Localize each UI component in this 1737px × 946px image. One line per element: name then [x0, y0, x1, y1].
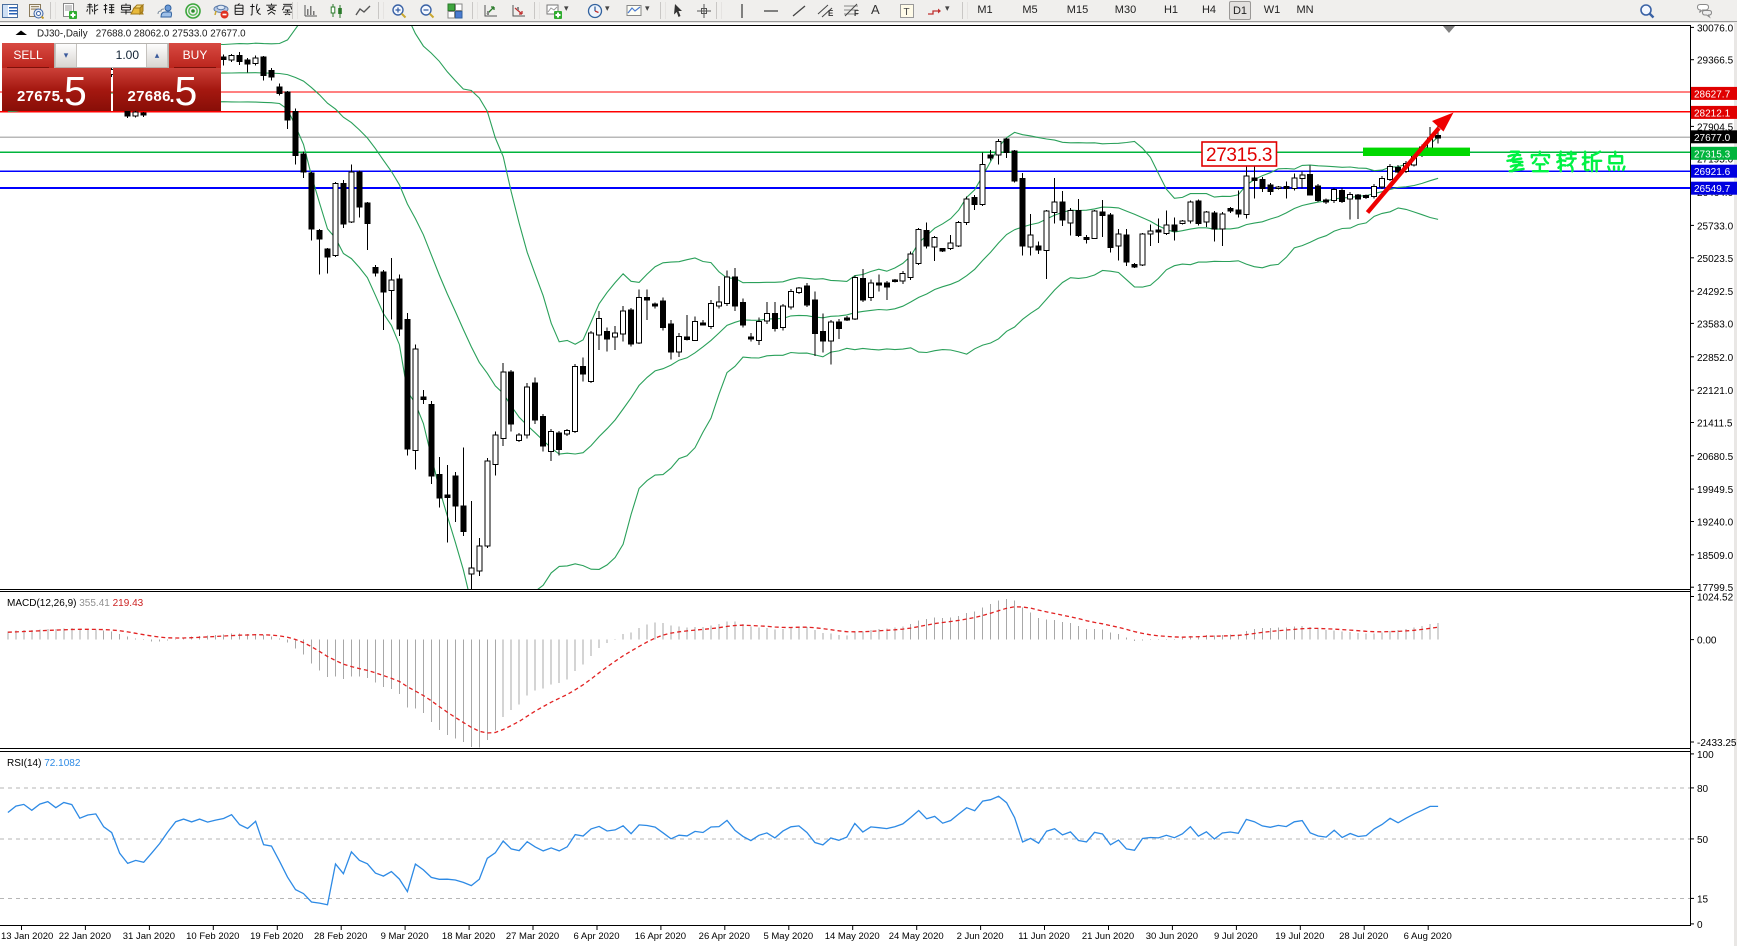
svg-text:24292.5: 24292.5: [1697, 287, 1734, 298]
svg-text:5 May 2020: 5 May 2020: [763, 931, 813, 942]
svg-text:27315.3: 27315.3: [1694, 149, 1731, 160]
svg-text:28627.7: 28627.7: [1694, 89, 1731, 100]
svg-text:25733.0: 25733.0: [1697, 221, 1734, 232]
svg-text:80: 80: [1697, 784, 1709, 795]
svg-text:21 Jun 2020: 21 Jun 2020: [1082, 931, 1134, 942]
svg-text:28212.1: 28212.1: [1694, 108, 1731, 119]
svg-text:9 Jul 2020: 9 Jul 2020: [1214, 931, 1258, 942]
svg-text:22121.0: 22121.0: [1697, 386, 1734, 397]
svg-text:16 Apr 2020: 16 Apr 2020: [635, 931, 686, 942]
svg-text:RSI(14) 72.1082: RSI(14) 72.1082: [7, 758, 81, 769]
svg-text:0.00: 0.00: [1697, 636, 1717, 647]
svg-text:19949.5: 19949.5: [1697, 485, 1734, 496]
svg-text:26549.7: 26549.7: [1694, 184, 1731, 195]
svg-text:19 Jul 2020: 19 Jul 2020: [1275, 931, 1324, 942]
svg-text:DJ30-,Daily 27688.0 28062.0: DJ30-,Daily 27688.0 28062.0 27533.0 2767…: [37, 29, 246, 40]
svg-text:6 Apr 2020: 6 Apr 2020: [574, 931, 620, 942]
svg-text:24 May 2020: 24 May 2020: [889, 931, 944, 942]
svg-text:31 Jan 2020: 31 Jan 2020: [123, 931, 175, 942]
svg-text:19 Feb 2020: 19 Feb 2020: [250, 931, 303, 942]
svg-text:23583.0: 23583.0: [1697, 319, 1734, 330]
svg-text:22 Jan 2020: 22 Jan 2020: [59, 931, 111, 942]
svg-text:28 Jul 2020: 28 Jul 2020: [1339, 931, 1388, 942]
svg-text:2 Jun 2020: 2 Jun 2020: [957, 931, 1004, 942]
svg-text:27904.5: 27904.5: [1697, 122, 1734, 133]
svg-text:27677.0: 27677.0: [1694, 133, 1731, 144]
svg-text:27315.3: 27315.3: [1206, 145, 1273, 166]
svg-text:14 May 2020: 14 May 2020: [825, 931, 880, 942]
svg-text:22852.0: 22852.0: [1697, 353, 1734, 364]
svg-text:18 Mar 2020: 18 Mar 2020: [442, 931, 495, 942]
svg-text:27195.0: 27195.0: [1697, 155, 1734, 166]
svg-text:30076.0: 30076.0: [1697, 23, 1734, 34]
svg-text:6 Aug 2020: 6 Aug 2020: [1404, 931, 1452, 942]
svg-text:18509.0: 18509.0: [1697, 551, 1734, 562]
svg-text:26 Apr 2020: 26 Apr 2020: [699, 931, 750, 942]
svg-text:11 Jun 2020: 11 Jun 2020: [1018, 931, 1070, 942]
svg-text:28 Feb 2020: 28 Feb 2020: [314, 931, 367, 942]
svg-text:15: 15: [1697, 894, 1709, 905]
svg-text:19240.0: 19240.0: [1697, 518, 1734, 529]
svg-text:29366.5: 29366.5: [1697, 56, 1734, 67]
svg-text:50: 50: [1697, 835, 1709, 846]
svg-text:21411.5: 21411.5: [1697, 419, 1733, 430]
svg-text:MACD(12,26,9) 355.41 219.43: MACD(12,26,9) 355.41 219.43: [7, 598, 144, 609]
svg-text:1024.52: 1024.52: [1697, 593, 1734, 604]
svg-text:-2433.25: -2433.25: [1697, 738, 1737, 749]
svg-text:10 Feb 2020: 10 Feb 2020: [186, 931, 239, 942]
svg-text:30 Jun 2020: 30 Jun 2020: [1146, 931, 1198, 942]
svg-text:100: 100: [1697, 750, 1714, 761]
svg-text:9 Mar 2020: 9 Mar 2020: [381, 931, 429, 942]
svg-text:0: 0: [1697, 920, 1703, 931]
svg-text:13 Jan 2020: 13 Jan 2020: [1, 931, 53, 942]
svg-text:20680.5: 20680.5: [1697, 452, 1734, 463]
svg-text:26921.6: 26921.6: [1694, 167, 1731, 178]
svg-text:27 Mar 2020: 27 Mar 2020: [506, 931, 559, 942]
svg-text:17799.5: 17799.5: [1697, 583, 1734, 594]
svg-text:25023.5: 25023.5: [1697, 254, 1734, 265]
svg-text:T: T: [904, 7, 910, 18]
